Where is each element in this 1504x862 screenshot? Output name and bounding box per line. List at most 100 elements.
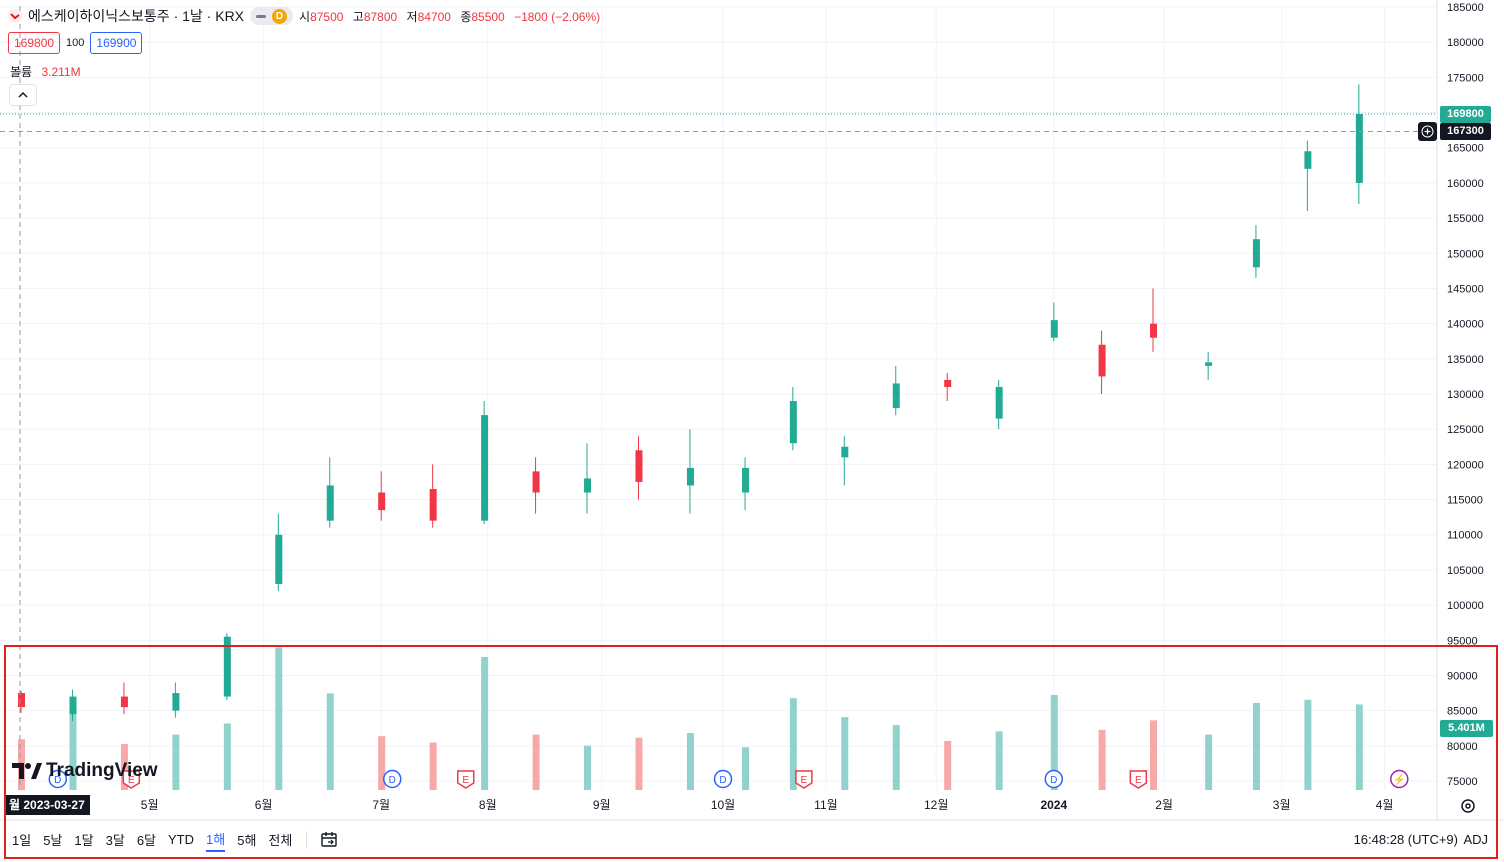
volume-bar [1304,699,1312,790]
candle-body [584,478,592,493]
ask-price[interactable]: 169900 [90,32,143,54]
volume-bar [789,698,797,790]
volume-legend: 볼륨 3.211M [10,63,81,80]
y-tick-label: 90000 [1447,670,1478,682]
symbol-logo-icon [8,9,22,23]
event-marker-label: E [128,775,135,786]
split-marker[interactable]: ⚡ [1390,769,1409,789]
tradingview-logo-icon [12,763,42,779]
candle-body [635,450,643,482]
range-1y[interactable]: 1해 [206,829,226,852]
x-tick-label: 7월 [372,798,390,812]
candle-body [481,415,489,521]
range-all[interactable]: 전체 [268,832,293,848]
y-tick-label: 180000 [1447,37,1484,49]
x-tick-label: 6월 [255,798,273,812]
event-marker-label: E [1135,775,1142,786]
chevron-up-icon [18,91,28,98]
minus-icon [256,14,267,18]
volume-bar [1252,702,1260,790]
add-plus-icon[interactable] [1418,122,1437,141]
crosshair-price-tag: 167300 [1440,123,1491,140]
range-ytd[interactable]: YTD [168,831,195,847]
clock-timezone[interactable]: 16:48:28 (UTC+9) [1353,832,1458,847]
volume-bar [378,736,386,790]
y-tick-label: 135000 [1447,354,1484,366]
last-price-tag: 169800 [1440,106,1491,123]
tradingview-logo-text: TradingView [46,760,158,781]
event-marker-label: E [801,775,808,786]
go-to-date-calendar-icon[interactable] [319,830,339,850]
adjust-dividends-toggle[interactable]: ADJ [1463,832,1488,847]
volume-bar [841,717,849,790]
candle-body [223,636,231,697]
volume-bar [1050,695,1058,790]
tradingview-logo[interactable]: TradingView [12,760,158,782]
toolbar-divider [306,831,308,849]
dividend-marker[interactable]: D [713,769,733,789]
y-tick-label: 175000 [1447,72,1484,84]
y-tick-label: 155000 [1447,213,1484,225]
candle-body [1355,113,1363,183]
dividend-marker[interactable]: D [1044,769,1064,789]
earnings-marker[interactable]: E [122,770,141,789]
market-status-badge: D [272,8,288,24]
range-1m[interactable]: 1달 [74,832,94,848]
x-tick-label: 3월 [1273,798,1291,812]
candle-body [1050,320,1058,338]
volume-tag: 5.401M [1440,720,1493,737]
candle-body [1150,323,1158,338]
collapse-legend-button[interactable] [9,84,37,106]
volume-bar [944,740,952,790]
y-tick-label: 100000 [1447,600,1484,612]
volume-bar [584,745,592,790]
dividend-marker[interactable]: D [48,769,68,789]
volume-bar [532,734,540,790]
spread-value: 100 [66,37,85,49]
volume-bar [1098,729,1106,790]
y-tick-label: 150000 [1447,248,1484,260]
candle-body [789,401,797,444]
volume-bar [481,657,489,790]
candle-body [326,485,334,521]
volume-bar [742,747,750,790]
range-1d[interactable]: 1일 [12,832,32,848]
candle-body [69,696,77,715]
event-marker-label: ⚡ [1393,773,1405,786]
chart-settings-button[interactable] [1459,797,1477,815]
earnings-marker[interactable]: E [1129,770,1148,789]
symbol-title[interactable]: 에스케이하이닉스보통주 · 1날 · KRX [28,8,245,24]
market-status-pill[interactable]: D [250,7,294,25]
candle-body [1252,239,1260,268]
y-tick-label: 105000 [1447,565,1484,577]
volume-bar [429,742,437,790]
event-marker-label: D [54,775,61,786]
range-6m[interactable]: 6달 [136,832,157,848]
crosshair-date-tag: 월 2023-03-27 [4,795,90,815]
x-tick-label: 9월 [593,798,611,812]
y-tick-label: 115000 [1447,495,1483,507]
earnings-marker[interactable]: E [456,770,475,789]
candle-body [120,696,128,708]
range-5y[interactable]: 5해 [237,832,257,848]
y-tick-label: 85000 [1447,706,1478,718]
candle-body [172,693,180,711]
event-marker-label: D [389,775,396,786]
y-tick-label: 110000 [1447,530,1483,542]
y-tick-label: 80000 [1447,741,1478,753]
y-tick-label: 75000 [1447,776,1478,788]
volume-bar [326,693,334,790]
volume-bar [1150,720,1158,790]
dividend-marker[interactable]: D [382,769,402,789]
x-tick-label: 12월 [924,798,948,812]
candle-body [892,383,900,409]
x-tick-label: 11월 [814,798,838,812]
range-3m[interactable]: 3달 [105,832,125,848]
event-marker-label: D [1050,775,1057,786]
earnings-marker[interactable]: E [795,770,813,789]
change-value: −1800 (−2.06%) [514,9,601,24]
range-5d[interactable]: 5날 [43,832,63,848]
bid-price[interactable]: 169800 [8,32,61,54]
candle-body [429,488,437,521]
